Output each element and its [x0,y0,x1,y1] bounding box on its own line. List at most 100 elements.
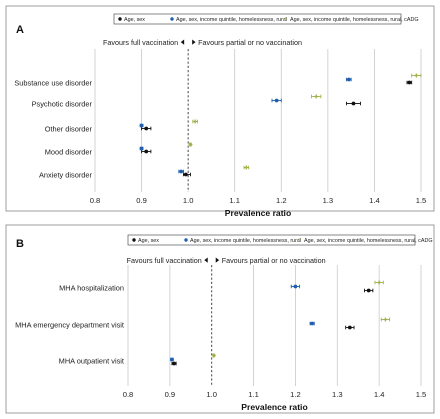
favours-right-label: Favours partial or no vaccination [222,256,326,265]
point-marker [144,149,149,154]
x-axis-label: Prevalence ratio [241,402,307,412]
panel-frame [5,5,435,212]
legend-marker: + [284,17,288,23]
x-tick-label: 1.5 [416,390,427,399]
panel-frame [5,224,435,414]
x-tick-label: 0.8 [90,196,101,205]
data-point [346,77,352,82]
series-rural-adjusted [170,284,315,362]
data-point [192,119,198,124]
legend-marker [132,238,136,242]
x-tick-label: 1.1 [248,390,259,399]
category-label: Substance use disorder [14,79,92,88]
category-label: MHA hospitalization [59,284,124,293]
x-axis-label: Prevalence ratio [225,208,291,218]
point-marker [314,94,319,99]
x-tick-label: 1.1 [229,196,240,205]
point-marker [293,284,298,289]
legend-item-cadg-adjusted: + Age, sex, income quintile, homelessness… [298,238,433,244]
legend: Age, sex Age, sex, income quintile, homel… [127,234,433,246]
series-cadg-adjusted [211,280,391,358]
x-tick-label: 1.4 [374,390,385,399]
data-point [406,80,413,85]
legend-marker [184,238,188,242]
panel-a: A Age, sex Age, sex, income quintile, home… [5,5,435,218]
x-tick-label: 0.8 [123,390,134,399]
category-label: MHA emergency department visit [15,321,124,330]
x-tick-label: 1.2 [290,390,301,399]
point-marker [244,165,249,170]
data-point [139,146,144,151]
point-marker [366,288,371,293]
category-label: Anxiety disorder [39,171,93,180]
x-tick-label: 1.3 [323,196,334,205]
legend-label: Age, sex, income quintile, homelessness,… [176,17,287,23]
data-point [211,353,216,358]
panel-letter: A [16,24,24,36]
point-marker [346,77,351,82]
panel-letter: B [16,238,24,250]
legend-item-age-sex: Age, sex [118,17,145,23]
data-point [411,73,422,78]
category-label: MHA outpatient visit [59,357,124,366]
legend-marker [118,17,122,21]
x-tick-label: 1.2 [276,196,287,205]
point-marker [193,119,198,124]
legend-label: Age, sex [138,238,159,244]
favours-left-label: Favours full vaccination [103,38,178,47]
data-point [271,98,282,103]
data-point [374,280,384,285]
x-tick-label: 1.0 [206,390,217,399]
point-marker [188,142,193,147]
point-marker [383,317,388,322]
arrow-right-icon [215,257,220,263]
data-point [188,142,193,147]
data-point [346,101,361,106]
data-point [170,357,174,362]
legend-box [113,13,402,25]
point-marker [170,357,174,362]
data-point [171,361,177,366]
point-marker [407,80,412,85]
legend-marker [170,17,174,21]
data-point [311,94,322,99]
data-point [290,284,301,289]
point-marker [351,101,356,106]
data-point [243,165,250,170]
data-point [183,172,191,177]
legend-item-rural-adjusted: Age, sex, income quintile, homelessness,… [184,238,301,244]
legend-label: Age, sex, income quintile, homelessness,… [304,238,433,244]
series-age-sex [171,288,374,366]
legend-item-cadg-adjusted: + Age, sex, income quintile, homelessness… [284,17,419,23]
point-marker [347,325,352,330]
point-marker [377,280,382,285]
favours-right-label: Favours partial or no vaccination [198,38,302,47]
x-tick-label: 1.0 [183,196,194,205]
point-marker [211,353,216,358]
category-label: Mood disorder [45,148,93,157]
data-point [139,123,144,128]
legend-label: Age, sex, income quintile, homelessness,… [190,238,301,244]
point-marker [172,361,176,366]
arrow-left-icon [204,257,208,263]
x-tick-label: 1.5 [416,196,427,205]
legend-box [127,234,416,246]
data-point [364,288,374,293]
panel-b: B Age, sex Age, sex, income quintile, home… [5,224,435,414]
x-tick-label: 0.9 [136,196,147,205]
point-marker [144,126,149,131]
series-cadg-adjusted [188,73,422,170]
category-label: Psychotic disorder [32,100,93,109]
data-point [345,325,355,330]
legend-item-rural-adjusted: Age, sex, income quintile, homelessness,… [170,17,287,23]
data-point [178,169,184,174]
legend-label: Age, sex, income quintile, homelessness,… [290,17,419,23]
arrow-left-icon [180,39,185,45]
legend-label: Age, sex [124,17,145,23]
point-marker [414,73,419,78]
legend-item-age-sex: Age, sex [132,238,159,244]
x-tick-label: 0.9 [165,390,176,399]
point-marker [274,98,279,103]
point-marker [179,169,184,174]
